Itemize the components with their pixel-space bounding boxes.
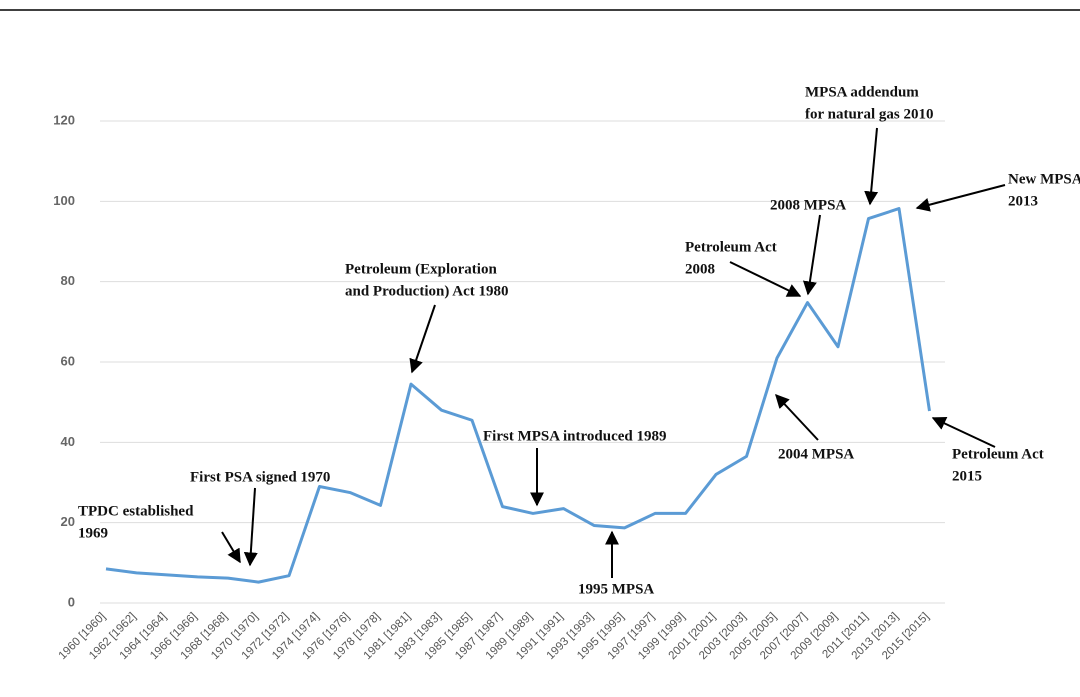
annotation: 1995 MPSA (578, 581, 654, 597)
annotation-arrow (931, 416, 996, 448)
y-tick-label: 0 (68, 594, 75, 609)
y-tick-label: 100 (53, 193, 75, 208)
data-line (105, 207, 931, 584)
annotation: Petroleum (Exploration (345, 261, 497, 277)
annotation: First PSA signed 1970 (190, 469, 330, 485)
y-tick-label: 60 (61, 353, 75, 368)
annotation: 2008 MPSA (770, 197, 846, 213)
annotation-arrow (802, 214, 821, 296)
annotation: 1969 (78, 525, 108, 541)
annotation-arrow (775, 393, 819, 441)
annotation: for natural gas 2010 (805, 106, 933, 122)
annotation-arrow (729, 261, 802, 297)
annotation-arrow (243, 487, 258, 567)
annotation: TPDC established (78, 503, 194, 519)
annotation-arrow (221, 531, 241, 564)
annotation-arrow (864, 127, 879, 206)
y-tick-label: 20 (61, 514, 75, 529)
annotation: First MPSA introduced 1989 (483, 428, 666, 444)
annotation-arrow (915, 184, 1006, 212)
annotation: 2015 (952, 468, 982, 484)
annotation: New MPSA (1008, 171, 1080, 187)
y-tick-label: 40 (61, 434, 75, 449)
y-tick-label: 120 (53, 112, 75, 127)
annotation: 2004 MPSA (778, 446, 854, 462)
annotation: Petroleum Act (952, 446, 1044, 462)
annotation-arrow (409, 304, 436, 374)
annotation: 2013 (1008, 193, 1038, 209)
annotation: MPSA addendum (805, 84, 919, 100)
annotation: 2008 (685, 261, 715, 277)
y-tick-label: 80 (61, 273, 75, 288)
annotation: and Production) Act 1980 (345, 283, 508, 299)
annotation: Petroleum Act (685, 239, 777, 255)
